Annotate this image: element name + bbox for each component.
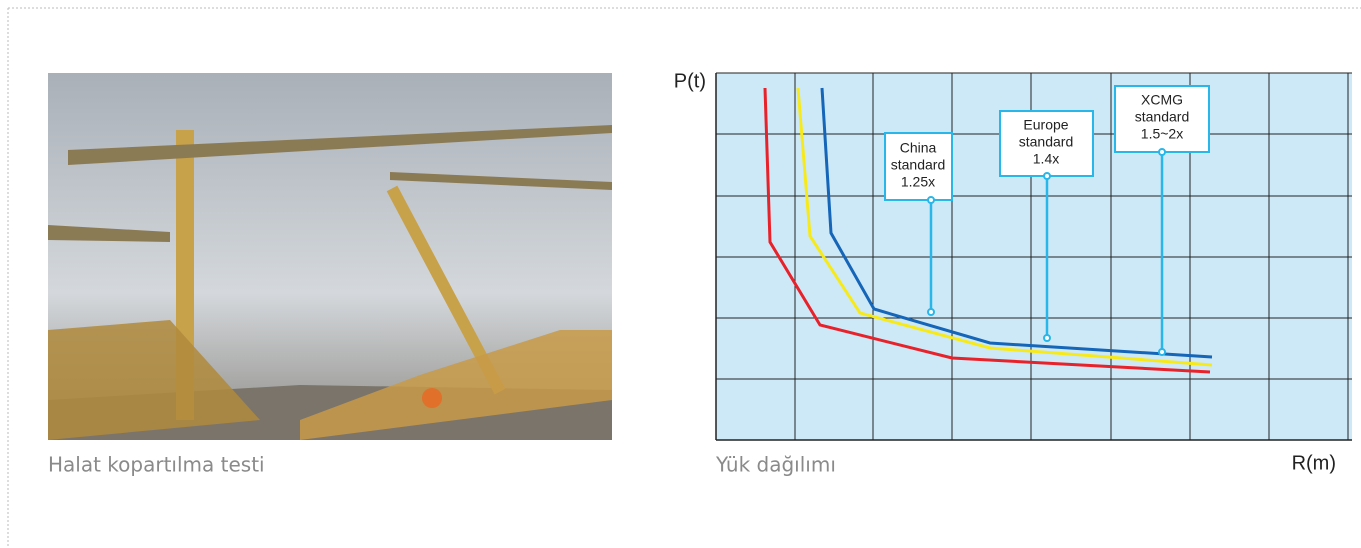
callout-text: 1.5~2x — [1141, 126, 1183, 142]
chart: China standard 1.25x Europe standard 1.4… — [716, 73, 1352, 440]
callout-text: standard — [1135, 109, 1189, 125]
callout-text: China — [900, 140, 937, 156]
page: Halat kopartılma testi China standard 1.… — [0, 0, 1361, 548]
x-axis-label: R(m) — [1292, 452, 1336, 474]
chart-caption: Yük dağılımı — [715, 453, 836, 477]
y-axis-label: P(t) — [674, 70, 706, 92]
callout-text: standard — [1019, 134, 1073, 150]
screen: Halat kopartılma testi China standard 1.… — [0, 0, 1361, 548]
callout-text: standard — [891, 157, 945, 173]
photo-caption: Halat kopartılma testi — [48, 453, 265, 477]
callout-text: 1.25x — [901, 174, 935, 190]
callout-text: Europe — [1023, 117, 1068, 133]
callout-text: XCMG — [1141, 92, 1183, 108]
callout-text: 1.4x — [1033, 151, 1059, 167]
photo — [48, 73, 612, 440]
